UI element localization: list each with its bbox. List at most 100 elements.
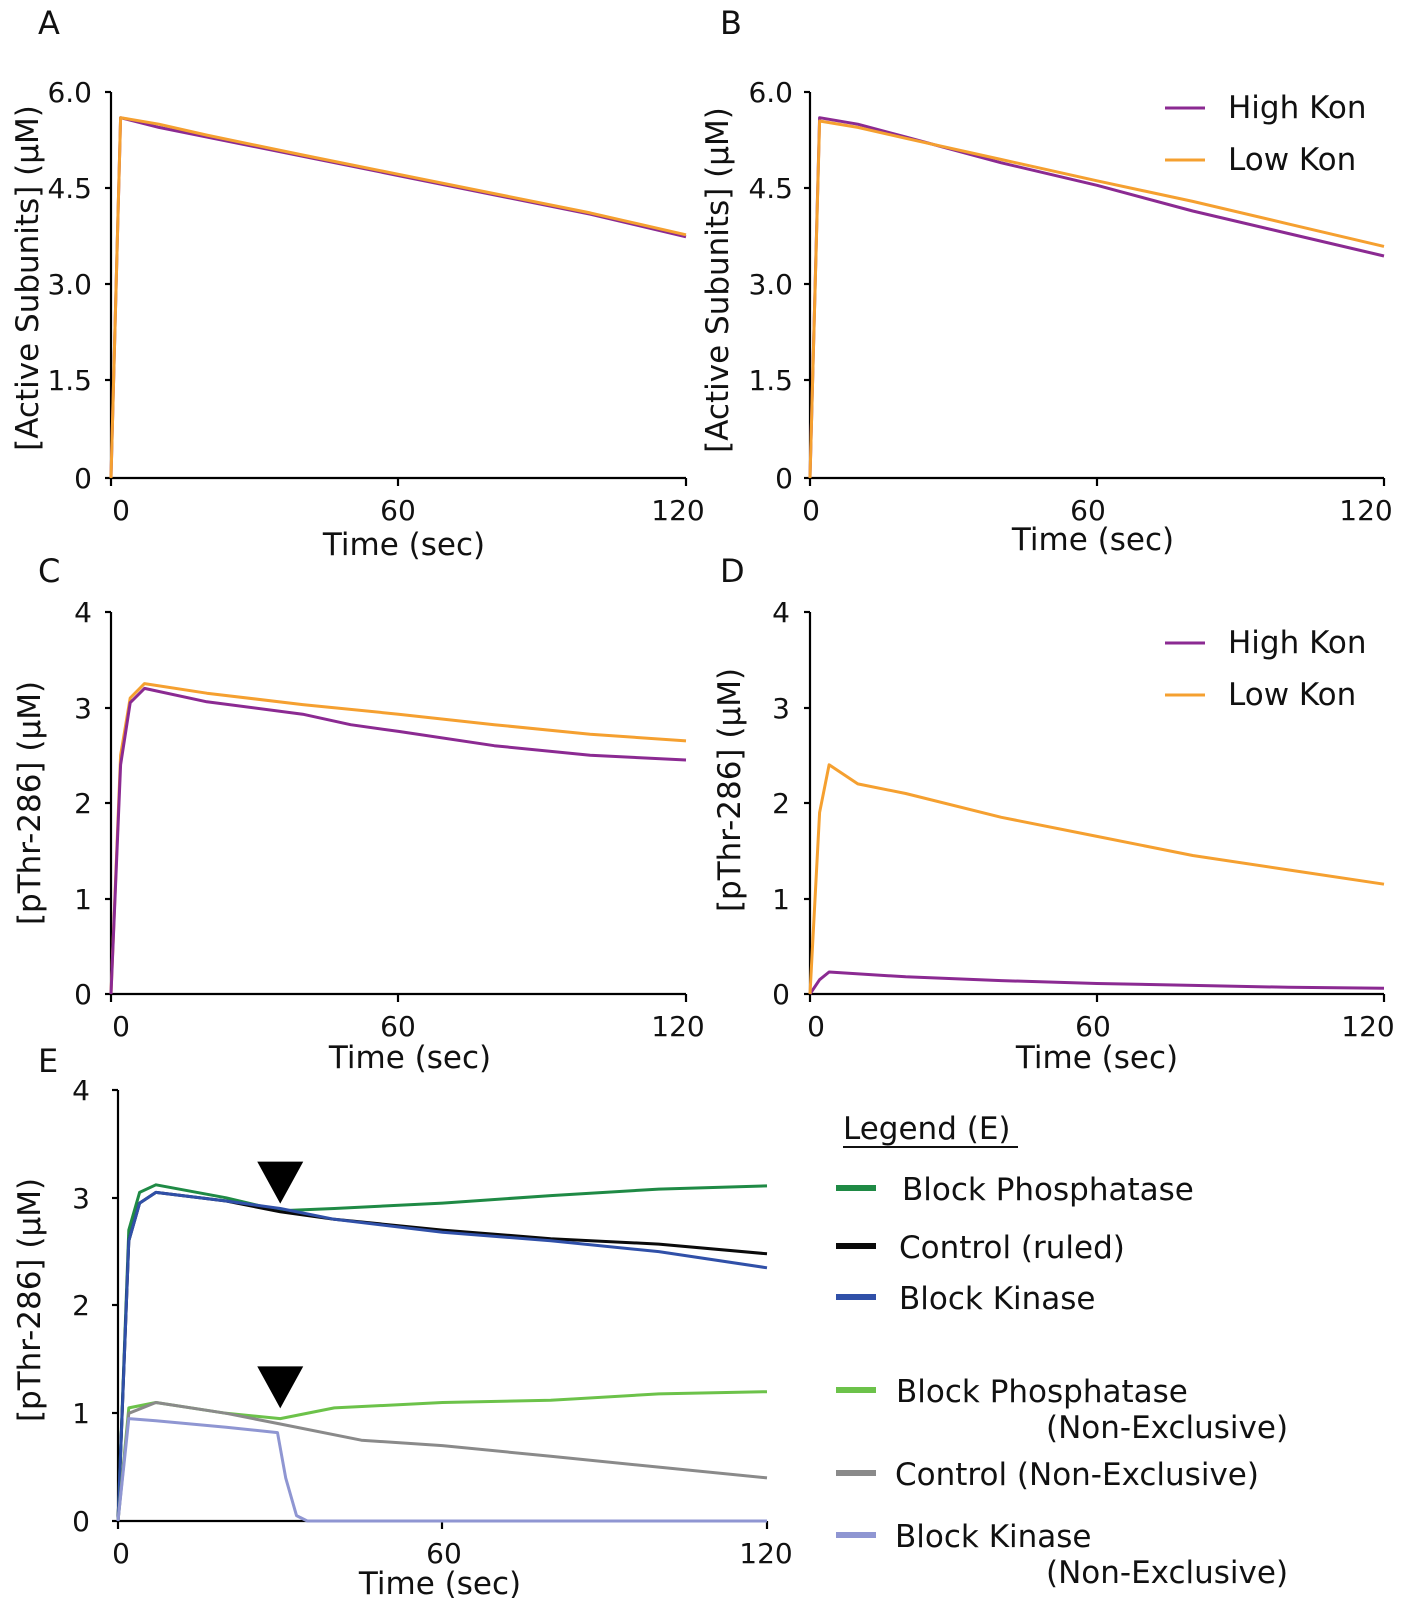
panel-d: D 4 3 2 1 0 0 60 120 Time (sec) [pThr-28… [712, 552, 1395, 1076]
panel-letter-e: E [38, 1042, 58, 1080]
plot-area-c [109, 682, 687, 995]
axis-a [109, 92, 686, 480]
ytick-label: 4.5 [748, 172, 793, 205]
ytick-label: 4.5 [47, 172, 92, 205]
arrowhead-marker-1 [257, 1366, 304, 1409]
xtick-label: 120 [1339, 494, 1392, 527]
ytick-label: 3 [74, 692, 92, 725]
legend-label-block-phosphatase-nx-2: (Non-Exclusive) [1046, 1410, 1288, 1446]
panel-letter-d: D [720, 552, 745, 590]
panel-e: E 4 3 2 1 0 0 60 120 Time (sec) [pThr-28… [12, 1042, 1288, 1598]
series-line-block-phosphatase [116, 1183, 768, 1522]
panel-b: B 6.0 4.5 3.0 1.5 0 0 60 120 Time (sec) … [700, 4, 1393, 558]
panel-c: C 4 3 2 1 0 0 60 120 Time (sec) [pThr-28… [12, 552, 705, 1076]
legend-label-control-nx: Control (Non-Exclusive) [895, 1457, 1259, 1493]
y-axis-label-c: [pThr-286] (μM) [12, 681, 48, 925]
ytick-label: 4 [72, 1074, 90, 1107]
yticks-d: 4 3 2 1 0 [772, 596, 810, 1011]
panel-letter-a: A [38, 4, 60, 42]
series-line-control-ruled [116, 1190, 768, 1522]
ytick-label: 1 [772, 883, 790, 916]
xtick-label: 120 [1341, 1010, 1394, 1043]
ytick-label: 4 [772, 596, 790, 629]
x-axis-label-e: Time (sec) [358, 1566, 521, 1598]
xtick-label: 60 [380, 494, 416, 527]
xtick-label: 60 [380, 1010, 416, 1043]
ytick-label: 3.0 [748, 268, 793, 301]
legend-e: Legend (E) Block Phosphatase Control (ru… [836, 1111, 1288, 1591]
legend-label-low-kon: Low Kon [1228, 142, 1356, 178]
y-axis-label-e: [pThr-286] (μM) [12, 1178, 48, 1422]
panel-letter-b: B [720, 4, 742, 42]
plot-area-d [808, 763, 1385, 995]
series-line-panel-a-1 [109, 116, 687, 479]
ytick-label: 0 [74, 462, 92, 495]
ytick-label: 2 [74, 787, 92, 820]
axis-e [116, 1090, 767, 1523]
panel-letter-c: C [38, 552, 60, 590]
legend-label-block-phosphatase-nx: Block Phosphatase [896, 1374, 1188, 1410]
plot-area-b [808, 116, 1385, 479]
plot-area-a [109, 116, 687, 479]
x-axis-label-d: Time (sec) [1015, 1040, 1178, 1076]
xtick-label: 0 [807, 1010, 825, 1043]
legend-label-block-phosphatase: Block Phosphatase [902, 1172, 1194, 1208]
ytick-label: 6.0 [47, 76, 92, 109]
yticks-b: 6.0 4.5 3.0 1.5 0 [748, 76, 810, 495]
series-line-high-kon [808, 970, 1385, 995]
ytick-label: 1 [74, 883, 92, 916]
xtick-label: 60 [1075, 1010, 1111, 1043]
xticks-a: 0 60 120 [109, 478, 705, 527]
series-line-block-phosphatase-non-exclusive [116, 1390, 768, 1522]
xtick-label: 120 [739, 1537, 792, 1570]
legend-label-block-kinase-nx-2: (Non-Exclusive) [1046, 1555, 1288, 1591]
series-line-control-non-exclusive [116, 1401, 768, 1522]
xtick-label: 0 [112, 1010, 130, 1043]
x-axis-label-a: Time (sec) [322, 527, 485, 563]
x-axis-label-c: Time (sec) [328, 1040, 491, 1076]
xticks-e: 0 60 120 [112, 1521, 793, 1570]
legend-label-block-kinase: Block Kinase [899, 1281, 1096, 1317]
xtick-label: 0 [112, 1537, 130, 1570]
series-line-block-kinase-non-exclusive [116, 1417, 767, 1523]
legend-label-high-kon: High Kon [1228, 625, 1367, 661]
xtick-label: 120 [651, 494, 704, 527]
ytick-label: 0 [775, 462, 793, 495]
arrowhead-marker-0 [257, 1161, 304, 1204]
ytick-label: 6.0 [748, 76, 793, 109]
series-line-panel-a-0 [109, 116, 687, 479]
xtick-label: 120 [651, 1010, 704, 1043]
ytick-label: 3.0 [47, 268, 92, 301]
panel-a: A 6.0 4.5 3.0 1.5 0 0 60 120 Time (sec) … [10, 4, 705, 563]
y-axis-label-d: [pThr-286] (μM) [712, 668, 748, 912]
legend-label-control: Control (ruled) [899, 1230, 1125, 1266]
xticks-b: 0 60 120 [802, 478, 1393, 527]
xticks-c: 0 60 120 [109, 994, 705, 1043]
axis-c [109, 612, 686, 996]
ytick-label: 3 [772, 692, 790, 725]
ytick-label: 1.5 [47, 364, 92, 397]
legend-e-title: Legend (E) [843, 1111, 1011, 1147]
ytick-label: 0 [74, 978, 92, 1011]
ytick-label: 1 [72, 1397, 90, 1430]
ytick-label: 0 [772, 978, 790, 1011]
plot-area-e [116, 1161, 768, 1523]
x-axis-label-b: Time (sec) [1011, 522, 1174, 558]
ytick-label: 2 [72, 1289, 90, 1322]
ytick-label: 4 [74, 596, 92, 629]
yticks-a: 6.0 4.5 3.0 1.5 0 [47, 76, 111, 495]
xtick-label: 60 [426, 1537, 462, 1570]
axis-d [808, 612, 1384, 996]
ytick-label: 0 [72, 1505, 90, 1538]
series-line-panel-c-1 [109, 686, 687, 995]
xtick-label: 0 [802, 494, 820, 527]
y-axis-label-b: [Active Subunits] (μM) [700, 107, 736, 453]
series-line-block-kinase [116, 1190, 768, 1522]
series-line-low-kon [808, 119, 1385, 479]
legend-d: High Kon Low Kon [1165, 625, 1367, 713]
xticks-d: 0 60 120 [807, 994, 1395, 1043]
legend-label-low-kon: Low Kon [1228, 677, 1356, 713]
ytick-label: 1.5 [748, 364, 793, 397]
legend-label-block-kinase-nx: Block Kinase [895, 1519, 1092, 1555]
